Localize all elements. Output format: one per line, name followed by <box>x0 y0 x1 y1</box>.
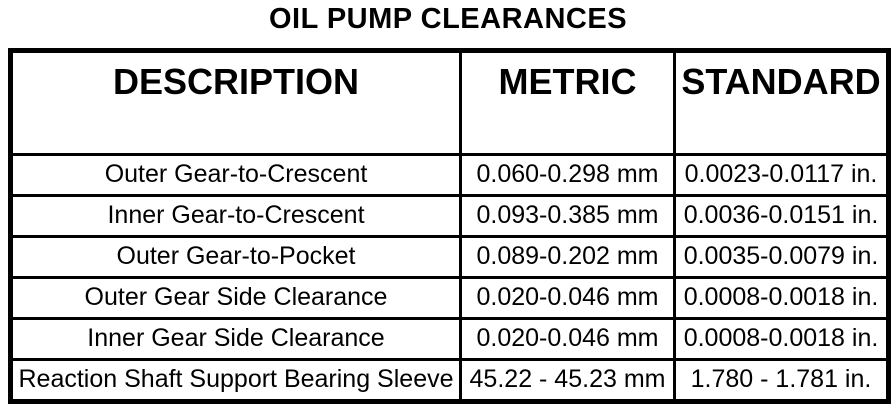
cell-description: Outer Gear-to-Pocket <box>9 234 462 279</box>
table-row: Outer Gear-to-Crescent 0.060-0.298 mm 0.… <box>9 153 890 197</box>
cell-metric: 0.089-0.202 mm <box>459 234 676 279</box>
table-row: Inner Gear Side Clearance 0.020-0.046 mm… <box>9 316 890 361</box>
cell-metric: 45.22 - 45.23 mm <box>459 357 676 404</box>
cell-standard: 0.0036-0.0151 in. <box>673 193 890 238</box>
cell-standard: 0.0008-0.0018 in. <box>673 275 890 320</box>
column-header-standard: STANDARD <box>673 49 890 156</box>
cell-description: Reaction Shaft Support Bearing Sleeve <box>9 357 462 404</box>
cell-description: Inner Gear Side Clearance <box>9 316 462 361</box>
cell-metric: 0.093-0.385 mm <box>459 193 676 238</box>
oil-pump-clearances-table: DESCRIPTION METRIC STANDARD Outer Gear-t… <box>8 48 891 404</box>
cell-metric: 0.020-0.046 mm <box>459 316 676 361</box>
page-title: OIL PUMP CLEARANCES <box>268 3 628 35</box>
cell-standard: 0.0035-0.0079 in. <box>673 234 890 279</box>
cell-standard: 0.0008-0.0018 in. <box>673 316 890 361</box>
cell-description: Outer Gear-to-Crescent <box>9 153 462 197</box>
column-header-description: DESCRIPTION <box>9 49 462 156</box>
table-row: Reaction Shaft Support Bearing Sleeve 45… <box>9 357 890 404</box>
cell-metric: 0.060-0.298 mm <box>459 153 676 197</box>
column-header-metric: METRIC <box>459 49 676 156</box>
table-header-row: DESCRIPTION METRIC STANDARD <box>9 49 890 156</box>
table-row: Outer Gear Side Clearance 0.020-0.046 mm… <box>9 275 890 320</box>
cell-standard: 1.780 - 1.781 in. <box>673 357 890 404</box>
cell-description: Inner Gear-to-Crescent <box>9 193 462 238</box>
cell-metric: 0.020-0.046 mm <box>459 275 676 320</box>
table-row: Outer Gear-to-Pocket 0.089-0.202 mm 0.00… <box>9 234 890 279</box>
cell-standard: 0.0023-0.0117 in. <box>673 153 890 197</box>
cell-description: Outer Gear Side Clearance <box>9 275 462 320</box>
table-row: Inner Gear-to-Crescent 0.093-0.385 mm 0.… <box>9 193 890 238</box>
